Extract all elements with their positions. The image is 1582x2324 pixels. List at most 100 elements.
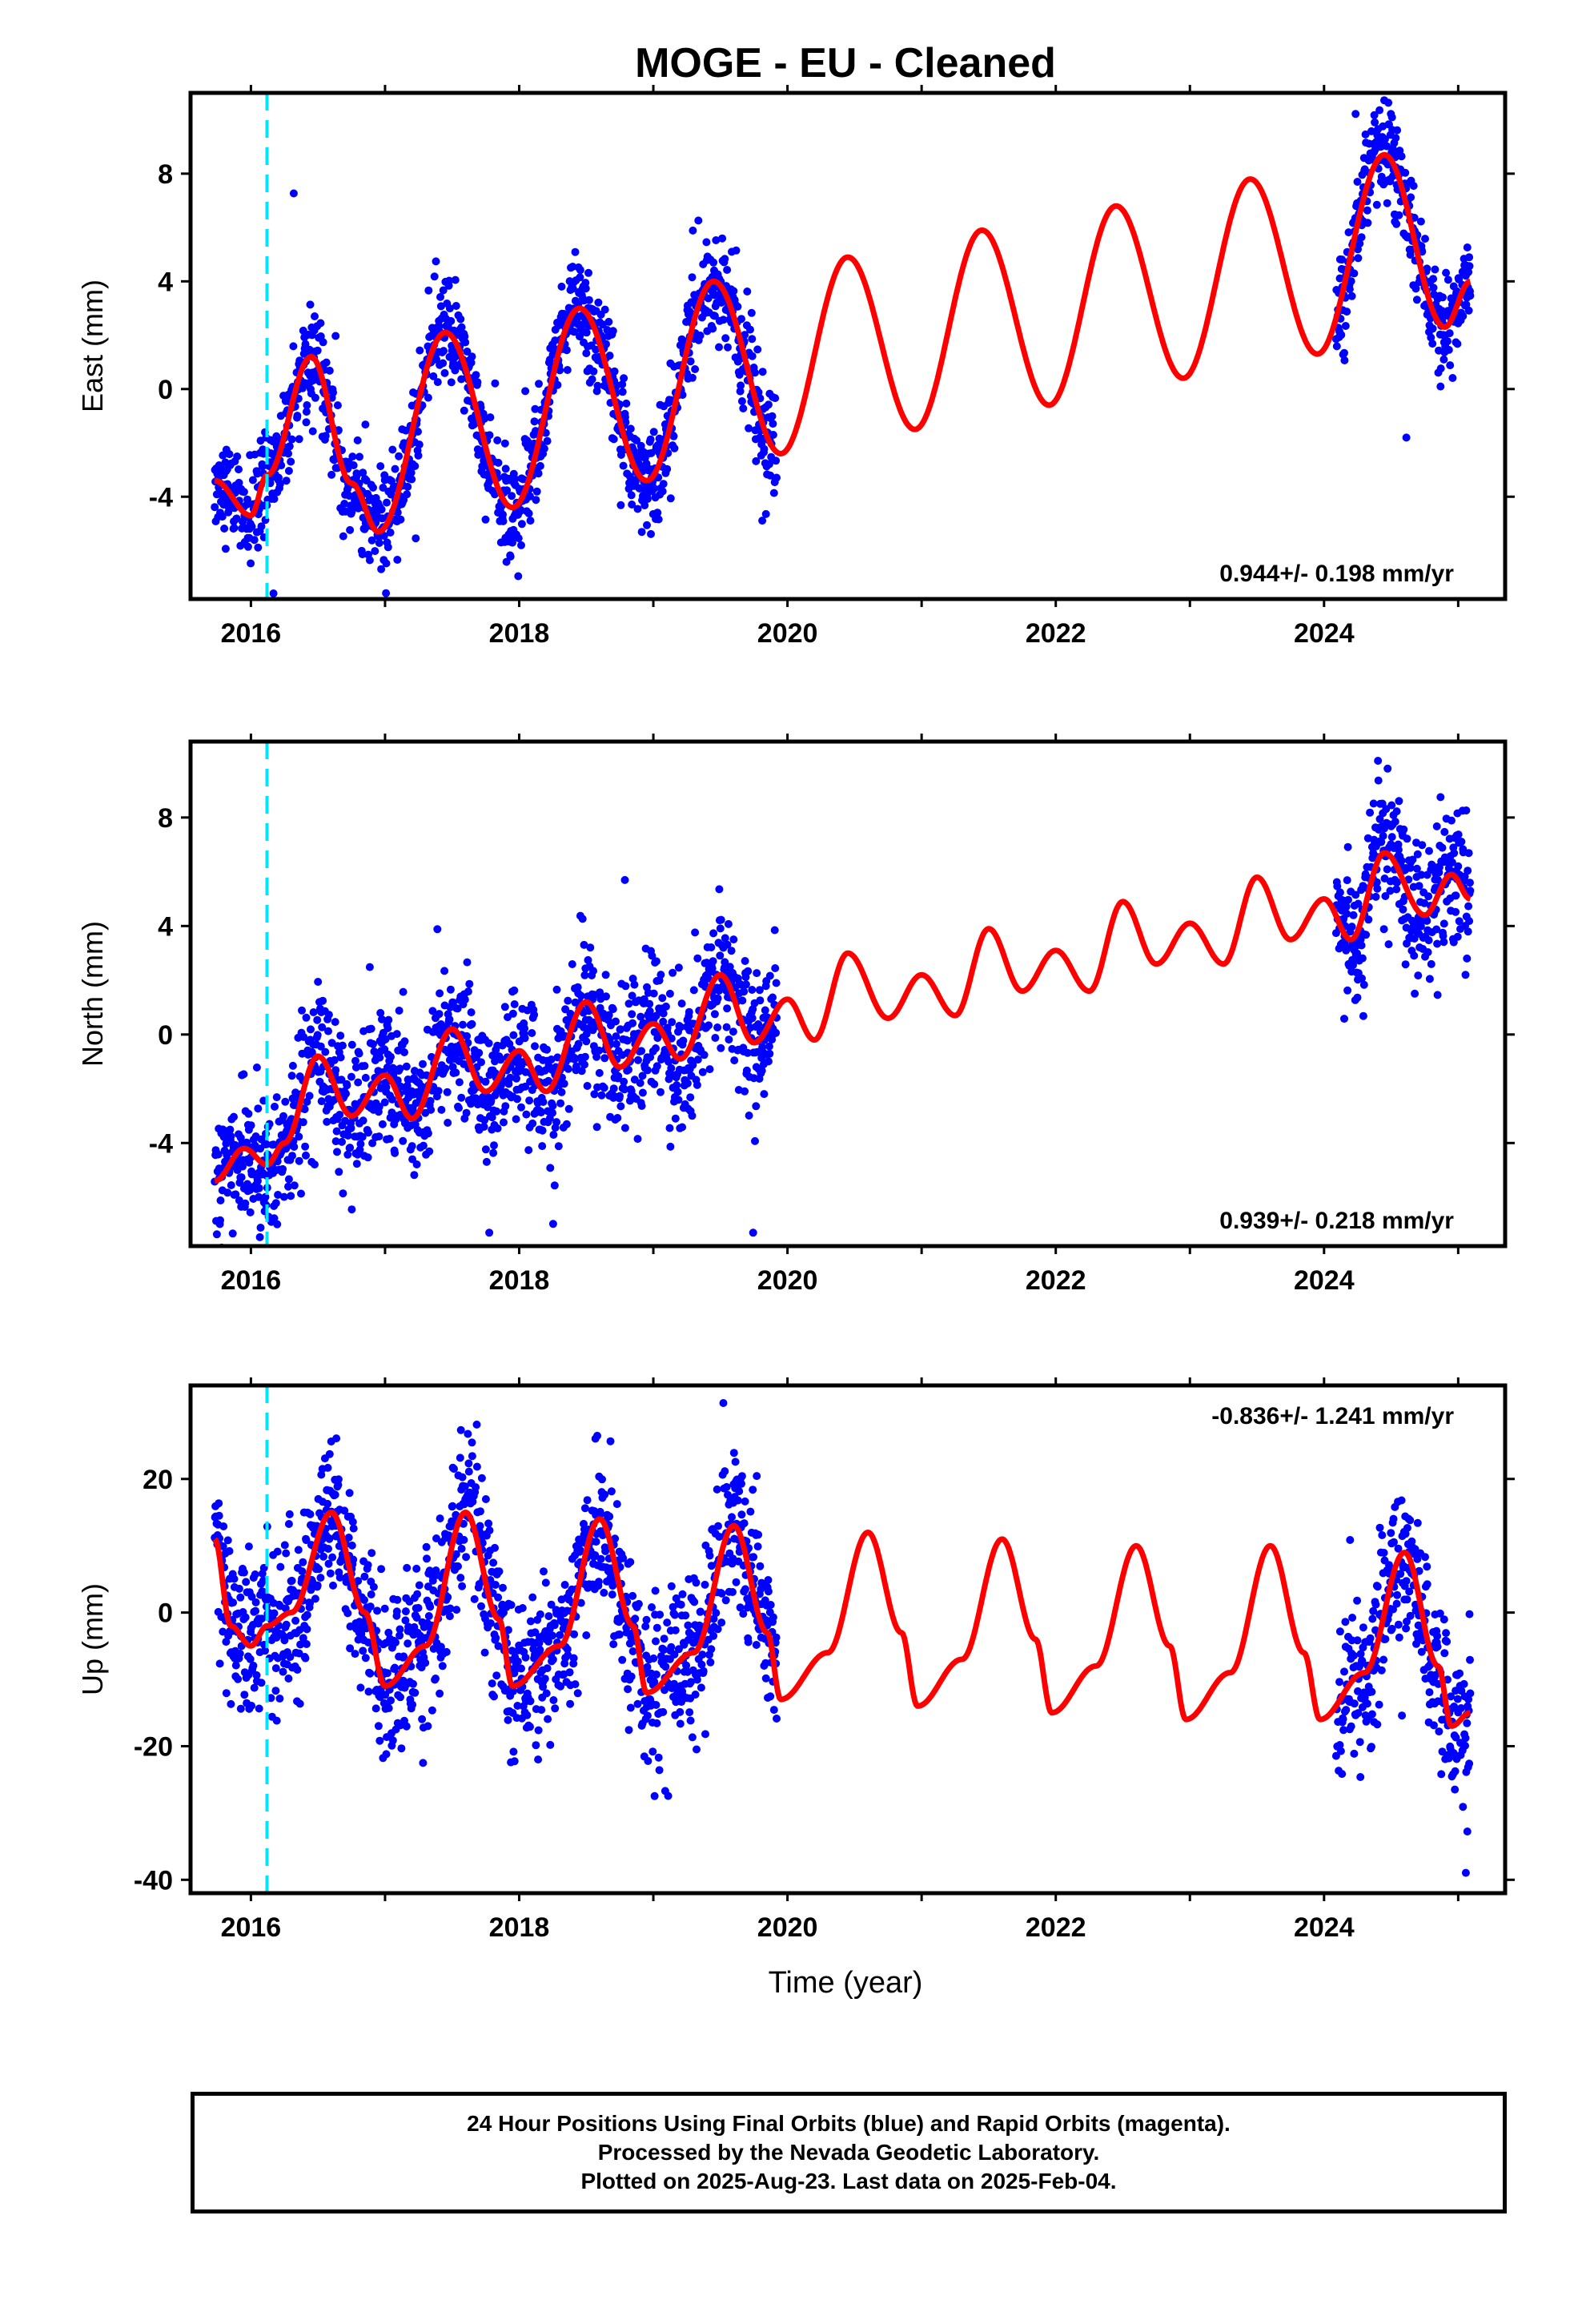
data-point xyxy=(360,1596,368,1604)
data-point xyxy=(556,1099,565,1108)
data-point xyxy=(1411,989,1419,998)
data-point xyxy=(1372,878,1381,887)
data-point xyxy=(619,461,628,470)
data-point xyxy=(564,1064,572,1073)
data-point xyxy=(674,1096,683,1104)
data-point xyxy=(569,1654,578,1663)
data-point xyxy=(457,1544,466,1553)
data-point xyxy=(752,456,761,465)
data-point xyxy=(446,985,455,994)
data-point xyxy=(404,482,412,491)
data-point xyxy=(424,1129,432,1138)
data-point xyxy=(485,1526,494,1534)
data-point xyxy=(691,928,700,937)
data-point xyxy=(628,501,636,509)
data-point xyxy=(600,1490,609,1499)
data-point xyxy=(664,1791,673,1800)
data-point xyxy=(1367,1710,1376,1719)
data-point xyxy=(463,348,472,356)
data-point xyxy=(1428,324,1437,333)
data-point xyxy=(272,1716,281,1725)
data-point xyxy=(361,1654,370,1663)
data-point xyxy=(1392,219,1401,228)
data-point xyxy=(620,1077,628,1086)
data-point xyxy=(1462,300,1471,309)
data-point xyxy=(247,1121,255,1130)
data-point xyxy=(522,1110,531,1119)
data-point xyxy=(1424,936,1433,945)
data-point xyxy=(493,436,502,444)
data-point xyxy=(627,491,636,500)
data-point xyxy=(1407,193,1415,202)
data-point xyxy=(673,1088,682,1096)
data-point xyxy=(589,367,598,376)
data-point xyxy=(1363,206,1371,215)
data-point xyxy=(1351,110,1360,119)
data-point xyxy=(643,1066,652,1075)
data-point xyxy=(353,436,362,444)
data-point xyxy=(713,1023,722,1031)
data-point xyxy=(317,1097,326,1106)
data-point xyxy=(537,1706,546,1715)
data-point xyxy=(710,312,719,320)
data-point xyxy=(361,420,370,429)
data-point xyxy=(666,494,675,503)
data-point xyxy=(641,1622,650,1630)
data-point xyxy=(1453,932,1462,941)
data-point xyxy=(429,372,438,380)
data-point xyxy=(243,495,251,504)
data-point xyxy=(1351,891,1360,899)
data-point xyxy=(651,1586,660,1595)
data-point xyxy=(1336,1747,1345,1755)
panel-plot-area xyxy=(211,93,1475,599)
data-point xyxy=(1363,219,1372,227)
data-point xyxy=(532,487,541,496)
data-point xyxy=(1368,1614,1377,1623)
data-point xyxy=(721,1596,730,1605)
data-point xyxy=(1379,1655,1388,1664)
data-point xyxy=(563,366,572,374)
data-point xyxy=(1423,1562,1431,1571)
data-point xyxy=(1461,971,1470,979)
data-point xyxy=(637,1047,646,1055)
data-point xyxy=(600,1054,609,1063)
data-point xyxy=(773,473,781,482)
data-point xyxy=(671,1626,680,1634)
data-point xyxy=(451,275,460,284)
data-point xyxy=(670,1651,679,1659)
data-point xyxy=(433,925,442,934)
data-point xyxy=(227,1699,235,1708)
data-point xyxy=(696,332,705,340)
data-point xyxy=(1432,822,1441,830)
data-point xyxy=(271,1687,280,1695)
data-point xyxy=(338,1041,347,1050)
data-point xyxy=(446,1604,455,1613)
data-point xyxy=(214,1150,223,1159)
data-point xyxy=(633,1135,642,1144)
data-point xyxy=(334,1475,343,1484)
data-point xyxy=(302,418,311,427)
data-point xyxy=(637,1102,646,1110)
data-point xyxy=(1416,217,1425,226)
data-point xyxy=(509,1747,518,1756)
data-point xyxy=(331,1137,340,1146)
data-point xyxy=(251,1598,260,1606)
data-point xyxy=(1423,948,1432,956)
data-point xyxy=(236,1704,245,1713)
data-point xyxy=(689,986,698,995)
data-point xyxy=(232,514,241,523)
data-point xyxy=(380,1604,389,1613)
data-point xyxy=(219,1542,227,1550)
data-point xyxy=(1412,296,1421,304)
data-point xyxy=(1340,348,1348,357)
data-point xyxy=(721,255,729,263)
data-point xyxy=(1398,1711,1407,1720)
data-point xyxy=(367,1549,376,1558)
data-point xyxy=(415,1581,424,1590)
data-point xyxy=(582,328,591,337)
data-point xyxy=(536,1108,545,1117)
data-point xyxy=(230,1112,238,1121)
data-point xyxy=(721,1467,729,1476)
data-point xyxy=(309,1008,318,1016)
data-point xyxy=(313,1031,322,1039)
